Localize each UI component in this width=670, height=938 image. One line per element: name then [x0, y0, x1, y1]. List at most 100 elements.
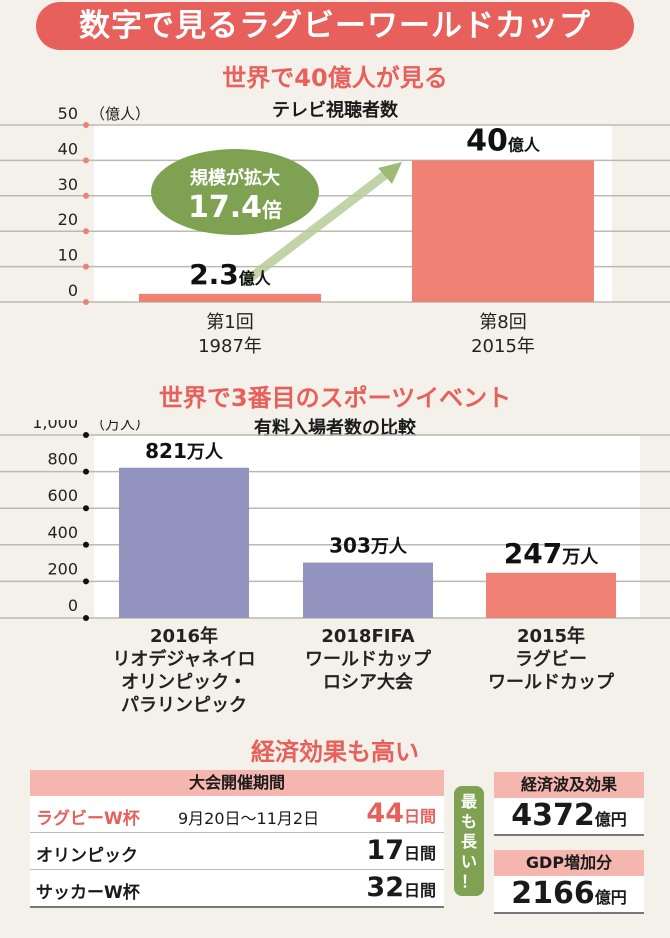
- y-tick-label: 1,000: [32, 420, 78, 432]
- x-tick-label: 2016年: [150, 625, 218, 647]
- event-duration: 17日間: [366, 835, 436, 866]
- x-tick-label: 2015年: [517, 625, 585, 647]
- x-tick-label: パラリンピック: [121, 695, 247, 716]
- x-tick-label: オリンピック・: [121, 672, 247, 693]
- data-label-unit: 億人: [239, 269, 272, 288]
- economic-ripple-unit: 億円: [594, 810, 627, 829]
- bar: [139, 293, 321, 302]
- y-tick-label: 800: [47, 450, 78, 469]
- event-name: オリンピック: [36, 846, 138, 866]
- badge-char: も: [460, 812, 477, 831]
- duration-table-header: 大会開催期間: [30, 770, 444, 796]
- x-tick-label: ワールドカップ: [488, 671, 615, 693]
- data-label-unit: 万人: [370, 537, 408, 558]
- data-label-value: 821: [145, 439, 187, 463]
- data-label-value: 40: [466, 123, 508, 158]
- data-label: 40億人: [466, 123, 541, 158]
- y-tick-label: 0: [68, 281, 78, 300]
- tick-dot: [83, 299, 89, 305]
- duration-value: 44: [366, 798, 404, 829]
- data-label-unit: 万人: [561, 547, 599, 568]
- growth-callout: [151, 149, 319, 235]
- tick-dot: [83, 263, 89, 270]
- bar: [486, 572, 616, 618]
- tick-dot: [83, 468, 89, 475]
- duration-value: 17: [366, 835, 404, 866]
- y-tick-label: 0: [68, 596, 78, 615]
- gdp-increase-box: GDP増加分 2166億円: [494, 850, 644, 914]
- economic-ripple-value: 4372: [511, 798, 595, 833]
- data-label-value: 247: [504, 537, 562, 570]
- data-label: 2.3億人: [189, 258, 272, 291]
- badge-char: ！: [460, 872, 477, 891]
- growth-arrow: [240, 170, 390, 287]
- y-axis-unit: （億人）: [90, 105, 150, 123]
- y-tick-label: 40: [58, 139, 78, 158]
- data-label: 247万人: [504, 537, 599, 570]
- y-tick-label: 10: [58, 246, 78, 265]
- growth-callout-value: 17.4倍: [188, 190, 282, 225]
- chart1-title: 世界で40億人が見る: [222, 64, 448, 92]
- badge-char: い: [460, 852, 477, 871]
- badge-char: 長: [460, 832, 477, 851]
- y-axis-unit: （万人）: [90, 420, 150, 433]
- duration-unit: 日間: [403, 844, 436, 863]
- table-row: サッカーW杯 32日間: [30, 870, 444, 908]
- gdp-increase-value: 2166: [511, 876, 595, 911]
- tick-dot: [83, 157, 89, 164]
- y-tick-label: 30: [58, 175, 78, 194]
- table-row: オリンピック 17日間: [30, 833, 444, 870]
- tick-dot: [83, 228, 89, 235]
- economy-title: 経済効果も高い: [251, 738, 419, 766]
- tick-dot: [83, 122, 89, 128]
- x-tick-label: 1987年: [198, 336, 262, 357]
- event-duration: 44日間: [366, 798, 436, 829]
- x-tick-label: 2015年: [471, 336, 535, 357]
- tick-dot: [83, 432, 89, 438]
- duration-unit: 日間: [403, 881, 436, 900]
- data-label-unit: 億人: [508, 135, 541, 154]
- event-dates: 9月20日〜11月2日: [178, 809, 320, 828]
- gdp-increase-label: GDP増加分: [494, 850, 644, 876]
- chart1-subtitle: テレビ視聴者数: [272, 100, 398, 121]
- bar: [412, 160, 594, 302]
- growth-arrowhead-icon: [378, 162, 402, 184]
- bar: [303, 562, 433, 618]
- economic-ripple-label: 経済波及効果: [494, 772, 644, 798]
- x-tick-label: 第1回: [206, 312, 253, 333]
- y-tick-label: 20: [58, 210, 78, 229]
- longest-badge: 最も長い！: [454, 786, 484, 896]
- data-label: 821万人: [145, 439, 224, 463]
- duration-table: 大会開催期間 ラグビーW杯 9月20日〜11月2日 44日間 オリンピック 17日間 サッ…: [30, 770, 444, 908]
- tick-dot: [83, 578, 89, 585]
- data-label: 303万人: [329, 534, 408, 558]
- x-tick-label: ロシア大会: [323, 671, 413, 693]
- data-label-unit: 万人: [186, 442, 224, 463]
- economic-ripple-box: 経済波及効果 4372億円: [494, 772, 644, 836]
- y-tick-label: 50: [58, 104, 78, 123]
- tick-dot: [83, 505, 89, 512]
- data-label-value: 2.3: [189, 258, 239, 291]
- growth-multiplier-unit: 倍: [262, 198, 282, 222]
- y-tick-label: 400: [47, 523, 78, 542]
- data-label-value: 303: [329, 534, 371, 558]
- tick-dot: [83, 192, 89, 199]
- x-tick-label: ワールドカップ: [305, 648, 432, 670]
- badge-char: 最: [460, 792, 477, 811]
- growth-callout-label: 規模が拡大: [190, 167, 280, 189]
- bar: [119, 467, 249, 618]
- growth-multiplier: 17.4: [188, 190, 262, 225]
- infographic-banner: 数字で見るラグビーワールドカップ: [36, 2, 634, 50]
- x-tick-label: 2018FIFA: [321, 626, 414, 647]
- table-row: ラグビーW杯 9月20日〜11月2日 44日間: [30, 796, 444, 833]
- chart2-subtitle: 有料入場者数の比較: [254, 418, 416, 439]
- event-duration: 32日間: [366, 872, 436, 903]
- y-tick-label: 200: [47, 559, 78, 578]
- tick-dot: [83, 541, 89, 548]
- x-tick-label: 第8回: [479, 312, 526, 333]
- gdp-increase-unit: 億円: [594, 888, 627, 907]
- event-name: ラグビーW杯: [36, 809, 140, 829]
- event-name: サッカーW杯: [36, 883, 140, 903]
- y-tick-label: 600: [47, 486, 78, 505]
